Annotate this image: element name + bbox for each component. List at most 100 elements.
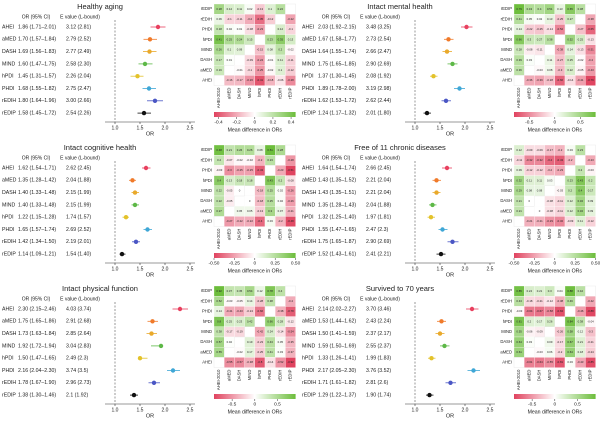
heatmap-empty [513, 75, 525, 86]
or-point [152, 98, 158, 104]
heatmap-row-label: aMED [500, 67, 512, 72]
or-point [177, 306, 183, 312]
heatmap-cell-label: -0.12 [287, 319, 294, 323]
heatmap-empty [254, 34, 266, 45]
panel-title: Healthy aging [77, 2, 123, 11]
heatmap-cell-label: 0.11 [237, 7, 243, 11]
ci-label: 1.35 (1.28–1.42) [18, 178, 56, 184]
heatmap-cell-label: -0.35 [287, 340, 294, 344]
heatmap-cell-label: -0.79 [587, 78, 594, 82]
heatmap-cell-label: -0.1 [247, 68, 252, 72]
heatmap-cell-label: -0.11 [557, 199, 564, 203]
heatmap-row-label: PHDI [502, 309, 512, 314]
heatmap-row-label: hPDI [203, 178, 212, 183]
heatmap-cell-label: 0.41 [216, 37, 222, 41]
heatmap-cell-label: 0.4 [578, 189, 582, 193]
or-point [131, 392, 137, 398]
heatmap-cell-label: -0.55 [226, 360, 233, 364]
heatmap-empty [234, 54, 245, 66]
heatmap-cell-label: 0.02 [278, 199, 284, 203]
x-tick-label: 1.5 [437, 407, 444, 413]
ci-label: 1.50 (1.47–1.65) [18, 356, 56, 362]
heatmap-row-label: aMED [200, 349, 212, 354]
diet-label: hPDI [302, 215, 314, 221]
e-label: 3.74 (3.5) [66, 368, 88, 374]
heatmap-cell [585, 357, 596, 368]
heatmap-cell-label: 0.21 [516, 199, 522, 203]
or-point [123, 215, 129, 220]
heatmap-row-label: rEDIP [201, 147, 212, 152]
heatmap-cell-label: 0.17 [216, 58, 222, 62]
colorbar-tick-label: -0.50 [509, 260, 520, 266]
heatmap-row-label: DASH [200, 57, 212, 62]
heatmap-row-label: aMED [500, 349, 512, 354]
or-point [151, 380, 157, 385]
heatmap-empty [554, 175, 566, 186]
heatmap-cell-label: 0.85 [516, 289, 522, 293]
heatmap-cell-label: 0.4 [278, 289, 282, 293]
heatmap-cell-label: 0.03 [567, 360, 573, 364]
heatmap-col-label: rEDIH [577, 88, 582, 99]
heatmap-cell-label: 0.12 [567, 209, 573, 213]
ci-label: 1.78 (1.67–1.90) [18, 380, 56, 386]
heatmap-col-label: PHDI [267, 88, 272, 98]
heatmap-cell-label: 0.16 [216, 68, 222, 72]
heatmap-cell-label: -0.14 [567, 78, 574, 82]
diet-label: rEDIP [302, 251, 316, 257]
heatmap-cell-label: -0.58 [547, 309, 554, 313]
heatmap-cell-label: 0.64 [567, 350, 573, 354]
colorbar-label: Mean difference in ORs [528, 268, 583, 274]
diet-label: rEDIP [2, 110, 16, 116]
heatmap-cell-label: -0.09 [567, 219, 574, 223]
heatmap-cell-label: -0.05 [226, 189, 233, 193]
heatmap-col-label: rEDIH [277, 88, 282, 99]
or-point [444, 165, 450, 171]
x-tick-label: 2.5 [187, 125, 194, 131]
ci-label: 1.62 (1.54–1.71) [18, 165, 56, 171]
heatmap-cell-label: 0.22 [567, 68, 573, 72]
heatmap-cell-label: -0.11 [536, 48, 543, 52]
heatmap-cell-label: 0.03 [278, 350, 284, 354]
heatmap-cell-label: -0.4 [257, 219, 262, 223]
heatmap-cell-label: 0.18 [578, 350, 584, 354]
x-tick-label: 2.5 [487, 407, 494, 413]
colorbar-tick-label: -0.2 [233, 119, 242, 125]
ci-label: 1.73 (1.63–1.84) [18, 331, 56, 337]
heatmap-empty [544, 44, 555, 56]
heatmap-cell-label: 0.03 [267, 219, 273, 223]
or-point [149, 331, 154, 336]
x-tick-label: 2.0 [162, 125, 169, 131]
heatmap-cell-label: -0.12 [547, 299, 554, 303]
diet-label: hPDI [302, 356, 314, 362]
or-point [434, 178, 439, 183]
heatmap-cell-label: 0.01 [237, 27, 243, 31]
heatmap-cell-label: -0.26 [247, 78, 254, 82]
heatmap-col-label: MIND [547, 229, 552, 240]
e-label: 2.69 (2.52) [66, 227, 91, 233]
e-label: 2.96 (2.73) [66, 380, 91, 386]
x-axis-label: OR [146, 413, 154, 419]
heatmap-cell-label: -0.2 [568, 158, 573, 162]
heatmap-empty [213, 216, 225, 227]
heatmap-cell-label: -0.27 [577, 27, 584, 31]
e-label: 2.81 (2.6) [366, 380, 388, 386]
x-tick-label: 1.5 [437, 266, 444, 272]
heatmap-cell-label: 0.14 [516, 27, 522, 31]
diet-label: MIND [302, 202, 316, 208]
heatmap-cell-label: 0.35 [278, 37, 284, 41]
diet-label: MIND [2, 61, 16, 67]
diet-label: rEDIP [2, 392, 16, 398]
heatmap-row-label: DASH [200, 198, 212, 203]
heatmap-cell-label: -0.24 [247, 309, 254, 313]
heatmap-cell [285, 216, 296, 227]
ci-label: 1.92 (1.72–1.94) [18, 343, 56, 349]
ci-label: 1.53 (1.44–1.62) [318, 319, 356, 325]
colorbar [514, 394, 596, 399]
heatmap-col-label: rEDIH [577, 229, 582, 240]
heatmap-cell-label: -0.38 [587, 17, 594, 21]
e-label: 2.90 (2.69) [366, 239, 391, 245]
or-point [429, 356, 434, 361]
heatmap-cell-label: -0.02 [236, 350, 243, 354]
heatmap-cell [285, 75, 296, 86]
